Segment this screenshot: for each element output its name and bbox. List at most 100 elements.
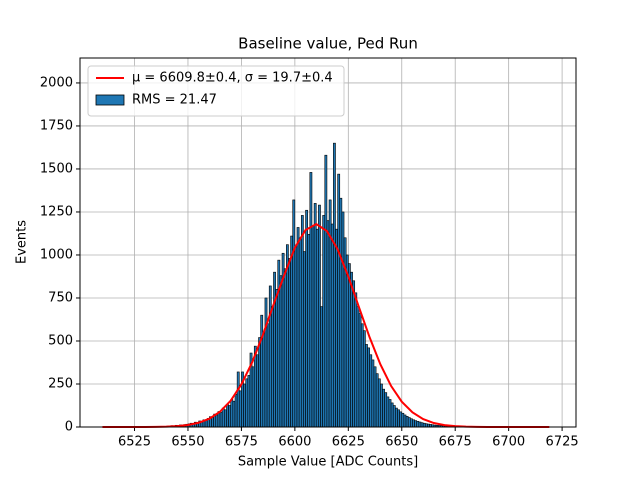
bar <box>341 211 345 428</box>
bar <box>260 314 264 428</box>
bar <box>275 289 279 428</box>
bar <box>300 215 304 428</box>
bar <box>416 421 420 428</box>
x-tick-label: 6550 <box>171 435 204 450</box>
bar <box>418 421 422 428</box>
bar <box>288 258 291 428</box>
y-tick-label: 2000 <box>40 75 73 90</box>
bar <box>294 246 298 428</box>
bar <box>307 234 311 428</box>
bar <box>313 203 317 428</box>
bar <box>395 407 398 428</box>
bar <box>339 197 343 428</box>
bar <box>247 375 251 428</box>
bar <box>283 268 287 428</box>
bar <box>388 399 392 428</box>
bar <box>236 371 240 428</box>
bar <box>286 244 289 428</box>
bar <box>399 411 403 428</box>
bar <box>414 420 418 428</box>
bar <box>251 366 255 428</box>
bar <box>362 330 366 428</box>
bar <box>412 419 415 428</box>
bar <box>264 297 268 428</box>
x-tick-label: 6600 <box>278 435 311 450</box>
bar <box>318 204 321 428</box>
legend-label: μ = 6609.8±0.4, σ = 19.7±0.4 <box>132 71 333 86</box>
bar <box>333 142 336 428</box>
bar <box>358 313 362 428</box>
bar <box>309 172 313 428</box>
bar <box>350 271 353 428</box>
bar <box>303 251 306 428</box>
bar <box>219 412 223 428</box>
bar <box>305 209 308 428</box>
y-tick-label: 1500 <box>40 161 73 176</box>
bar <box>215 414 219 428</box>
x-tick-label: 6700 <box>492 435 525 450</box>
bar <box>268 285 272 428</box>
bar <box>348 263 351 428</box>
bar <box>292 199 296 428</box>
bar <box>322 215 326 428</box>
bar <box>403 414 407 428</box>
bar <box>375 373 379 428</box>
bar <box>238 390 242 428</box>
bar <box>226 404 229 428</box>
bar <box>298 237 302 428</box>
bar <box>407 417 411 428</box>
bar <box>324 154 328 428</box>
bar <box>224 409 227 428</box>
x-tick-label: 6575 <box>225 435 258 450</box>
bar <box>352 280 356 428</box>
bar <box>326 220 330 428</box>
bar <box>330 223 334 428</box>
bar <box>311 225 315 428</box>
bar <box>211 417 214 428</box>
x-tick-label: 6625 <box>332 435 365 450</box>
x-tick-label: 6725 <box>546 435 579 450</box>
bar <box>369 354 373 428</box>
bar <box>390 402 394 428</box>
bar <box>367 347 370 428</box>
legend-frame <box>87 65 345 117</box>
bar <box>337 173 341 428</box>
bar <box>422 422 426 428</box>
x-tick-label: 6650 <box>385 435 418 450</box>
bar <box>232 400 236 428</box>
bar <box>296 227 300 428</box>
bar <box>360 323 364 428</box>
chart-title: Baseline value, Ped Run <box>238 35 418 53</box>
bar <box>405 416 409 428</box>
bar <box>356 306 360 428</box>
bar <box>221 407 225 428</box>
bar <box>335 228 338 428</box>
bar <box>273 271 276 428</box>
bar <box>228 405 232 428</box>
bar <box>262 332 266 428</box>
bar <box>365 344 368 428</box>
y-tick-label: 750 <box>48 290 73 305</box>
y-axis-label: Events <box>15 220 30 264</box>
bar <box>204 420 208 428</box>
y-tick-label: 500 <box>48 333 73 348</box>
bar <box>371 359 375 428</box>
bar <box>320 306 323 428</box>
bar <box>290 235 294 428</box>
bar <box>410 418 413 428</box>
y-tick-label: 250 <box>48 376 73 391</box>
y-tick-label: 0 <box>65 420 73 435</box>
bar <box>315 228 319 428</box>
axes-frame <box>79 57 577 428</box>
bar <box>384 392 388 428</box>
bar <box>234 394 238 428</box>
bar <box>245 378 249 428</box>
bar <box>392 405 396 428</box>
y-tick-label: 1750 <box>40 118 73 133</box>
bar <box>243 383 246 428</box>
y-tick-label: 1250 <box>40 204 73 219</box>
x-axis-label: Sample Value [ADC Counts] <box>238 455 418 470</box>
bar <box>354 292 358 428</box>
legend-label: RMS = 21.47 <box>132 93 217 108</box>
bar <box>373 366 377 428</box>
